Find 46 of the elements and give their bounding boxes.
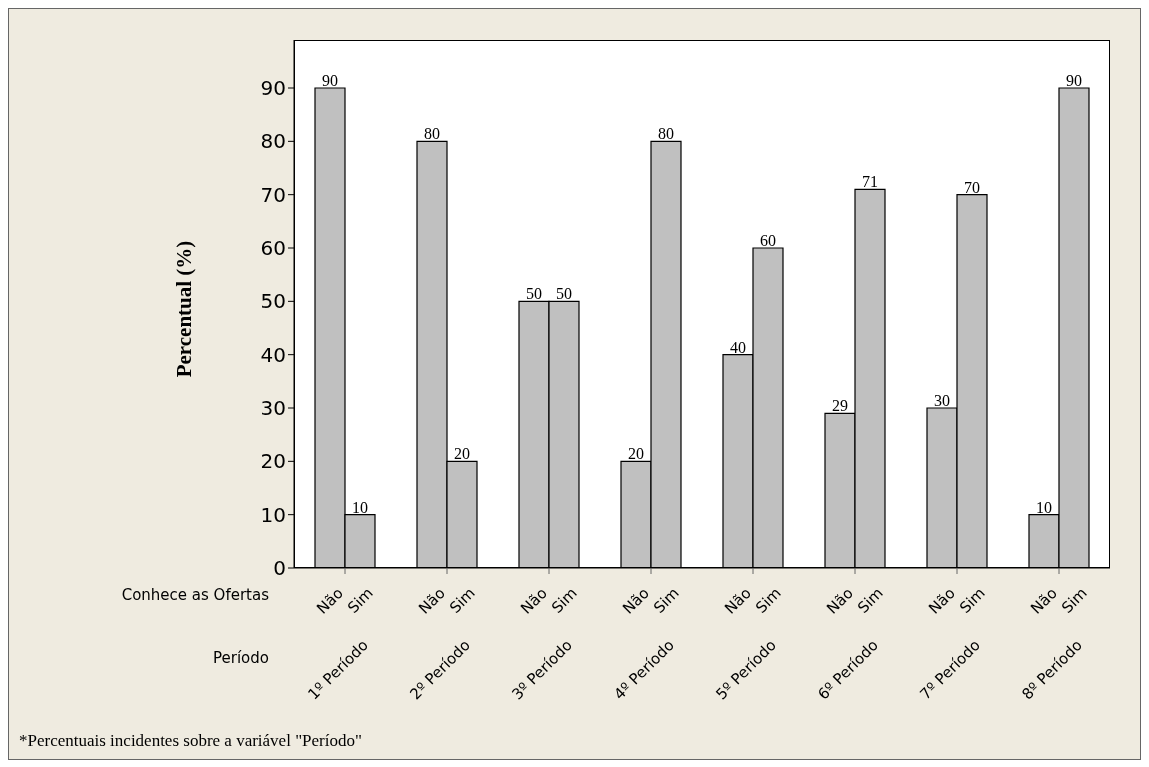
legend-title: Conhece as Ofertas [121,586,269,604]
data-label: 20 [628,445,644,463]
y-tick-label: 80 [260,129,286,154]
text: Não [619,584,653,618]
y-tick-label: 60 [260,236,286,261]
data-label: 29 [832,397,848,415]
data-label: 70 [964,178,980,196]
y-tick-label: 10 [260,502,286,527]
text: Sim [752,584,785,617]
text: Não [823,584,857,618]
y-tick-label: 0 [273,556,286,581]
y-tick-label: 70 [260,182,286,207]
data-label: 71 [862,173,878,191]
text: Não [313,584,347,618]
text: Não [415,584,449,618]
y-tick-label: 30 [260,396,286,421]
text: Sim [446,584,479,617]
text: Não [721,584,755,618]
y-tick-label: 20 [260,449,286,474]
data-label: 50 [526,285,542,303]
text: Sim [344,584,377,617]
data-label: 40 [730,338,746,356]
text: Sim [1058,584,1091,617]
text: Sim [548,584,581,617]
text: Não [1027,584,1061,618]
text: Sim [854,584,887,617]
y-tick-label: 90 [260,76,286,101]
data-label: 10 [1036,498,1052,516]
data-label: 80 [658,125,674,143]
data-label: 60 [760,232,776,249]
data-label: 90 [322,72,338,89]
data-label: 90 [1066,72,1082,89]
data-label: 20 [454,445,470,463]
text: Sim [956,584,989,617]
data-label: 80 [424,125,440,143]
y-tick-label: 40 [260,342,286,367]
data-label: 30 [934,392,950,409]
text: Não [517,584,551,618]
text: Não [925,584,959,618]
y-tick-label: 50 [260,289,286,314]
x-axis-title: Período [213,649,269,667]
y-axis-title: Percentual (%) [171,240,197,378]
data-label: 50 [556,285,572,303]
text: *Percentuais incidentes sobre a variável "Período" [19,731,362,751]
text: Sim [650,584,683,617]
data-label: 10 [352,498,368,516]
